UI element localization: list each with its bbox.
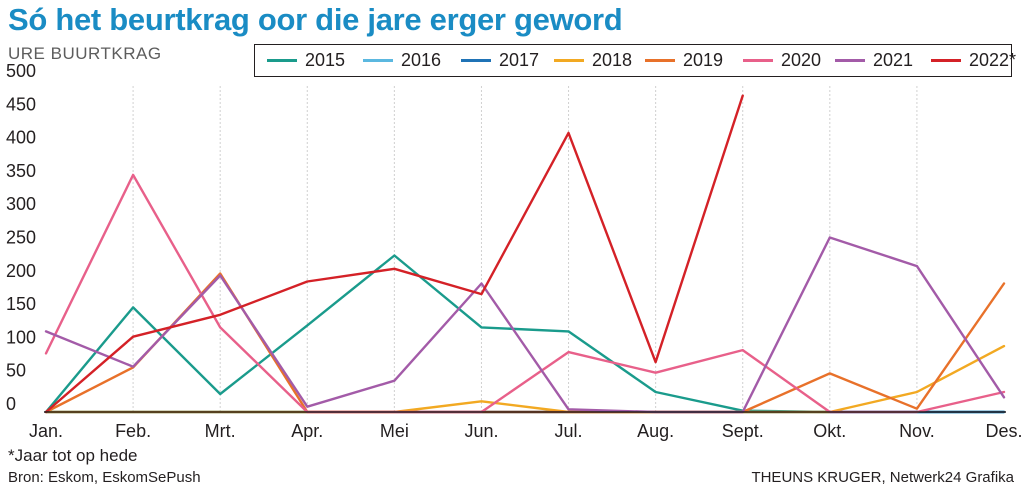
series-line-2021 bbox=[44, 236, 1006, 414]
y-axis-ticks: 0 50 100 150 200 250 300 350 400 450 500 bbox=[6, 61, 36, 414]
source-note: Bron: Eskom, EskomSePush bbox=[8, 469, 201, 486]
legend-item-2020: 2020 bbox=[743, 45, 821, 75]
credit-note: THEUNS KRUGER, Netwerk24 Grafika bbox=[751, 469, 1014, 486]
legend-item-2021: 2021 bbox=[835, 45, 913, 75]
legend-swatch bbox=[267, 58, 297, 62]
y-tick-label: 250 bbox=[6, 228, 36, 248]
legend-item-2022: 2022* bbox=[931, 45, 1016, 75]
x-tick-label: Des. bbox=[985, 421, 1022, 441]
series-line-2022 bbox=[44, 94, 744, 414]
x-tick-label: Nov. bbox=[899, 421, 935, 441]
x-tick-label: Mrt. bbox=[205, 421, 236, 441]
legend-item-2019: 2019 bbox=[645, 45, 723, 75]
x-tick-label: Sept. bbox=[722, 421, 764, 441]
legend-label: 2019 bbox=[683, 49, 724, 70]
series-line-2015 bbox=[44, 254, 1006, 414]
x-tick-label: Apr. bbox=[291, 421, 323, 441]
legend-item-2015: 2015 bbox=[267, 45, 345, 75]
legend-swatch bbox=[461, 58, 491, 62]
x-tick-label: Jun. bbox=[464, 421, 498, 441]
legend: 2015 2016 2017 2018 2019 2020 2021 2022* bbox=[254, 44, 1016, 77]
legend-label: 2020 bbox=[781, 49, 822, 70]
series-line-2020 bbox=[44, 173, 1006, 414]
y-tick-label: 150 bbox=[6, 294, 36, 314]
footnote: *Jaar tot op hede bbox=[8, 446, 138, 465]
y-tick-label: 0 bbox=[6, 394, 16, 414]
series-lines bbox=[44, 94, 1006, 414]
chart-title: Só het beurtkrag oor die jare erger gewo… bbox=[8, 2, 623, 37]
y-tick-label: 50 bbox=[6, 361, 26, 381]
x-tick-label: Aug. bbox=[637, 421, 674, 441]
y-tick-label: 450 bbox=[6, 94, 36, 114]
x-axis-ticks: Jan. Feb. Mrt. Apr. Mei Jun. Jul. Aug. Sept. Okt.… bbox=[29, 421, 1023, 441]
legend-swatch bbox=[931, 58, 961, 62]
x-tick-label: Okt. bbox=[813, 421, 846, 441]
grid-lines bbox=[132, 86, 918, 412]
legend-swatch bbox=[743, 58, 773, 62]
legend-label: 2022* bbox=[969, 49, 1017, 70]
legend-label: 2018 bbox=[592, 49, 633, 70]
legend-item-2016: 2016 bbox=[363, 45, 441, 75]
series-line-2019 bbox=[44, 272, 1006, 414]
x-tick-label: Mei bbox=[380, 421, 409, 441]
y-tick-label: 500 bbox=[6, 61, 36, 81]
legend-swatch bbox=[835, 58, 865, 62]
legend-item-2018: 2018 bbox=[554, 45, 632, 75]
y-tick-label: 400 bbox=[6, 128, 36, 148]
legend-swatch bbox=[554, 58, 584, 62]
legend-label: 2021 bbox=[873, 49, 914, 70]
y-tick-label: 100 bbox=[6, 327, 36, 347]
legend-label: 2016 bbox=[401, 49, 442, 70]
x-tick-label: Jul. bbox=[555, 421, 583, 441]
y-tick-label: 300 bbox=[6, 194, 36, 214]
x-tick-label: Jan. bbox=[29, 421, 63, 441]
legend-item-2017: 2017 bbox=[461, 45, 539, 75]
x-tick-label: Feb. bbox=[115, 421, 151, 441]
legend-swatch bbox=[363, 58, 393, 62]
y-tick-label: 200 bbox=[6, 261, 36, 281]
legend-label: 2017 bbox=[499, 49, 540, 70]
series-line-2018 bbox=[44, 344, 1006, 414]
legend-swatch bbox=[645, 58, 675, 62]
y-axis-label: URE BUURTKRAG bbox=[8, 44, 162, 63]
legend-label: 2015 bbox=[305, 49, 346, 70]
y-tick-label: 350 bbox=[6, 161, 36, 181]
